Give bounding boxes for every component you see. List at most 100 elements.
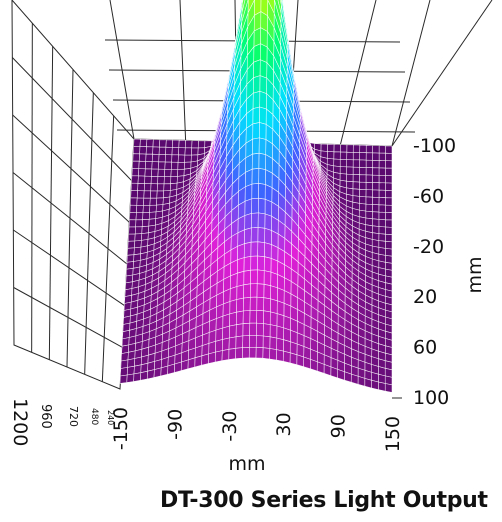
surface-cell bbox=[378, 145, 386, 154]
surface-cell bbox=[126, 373, 135, 383]
x-tick-label: 90 bbox=[328, 414, 350, 438]
surface-cell bbox=[263, 270, 272, 287]
surface-cell bbox=[229, 299, 238, 315]
surface-cell bbox=[150, 183, 158, 192]
surface-cell bbox=[359, 159, 367, 168]
surface-cell bbox=[255, 335, 264, 348]
surface-cell bbox=[262, 323, 271, 338]
surface-cell bbox=[339, 151, 348, 160]
surface-cell bbox=[249, 322, 257, 336]
surface-cell bbox=[250, 227, 259, 243]
chart-title: DT-300 Series Light Output bbox=[160, 488, 488, 513]
surface-cell bbox=[263, 297, 271, 313]
surface-cell bbox=[371, 379, 379, 390]
surface-cell bbox=[184, 161, 192, 170]
surface-cell bbox=[372, 196, 380, 206]
surface-cell bbox=[130, 190, 138, 199]
surface-cell bbox=[359, 203, 367, 212]
surface-cell bbox=[191, 147, 199, 156]
surface-cell bbox=[177, 168, 185, 177]
surface-cell bbox=[146, 139, 154, 148]
surface-cell bbox=[359, 174, 367, 183]
surface-cell bbox=[333, 144, 341, 153]
surface-cell bbox=[259, 90, 267, 110]
surface-cell bbox=[378, 197, 386, 206]
surface-cell bbox=[251, 152, 260, 170]
surface-cell bbox=[378, 160, 386, 169]
z-tick-label: 960 bbox=[38, 404, 53, 429]
surface-cell bbox=[150, 190, 158, 199]
surface-cell bbox=[276, 349, 284, 362]
surface-cell bbox=[263, 283, 271, 300]
surface-cell bbox=[378, 211, 386, 221]
surface-cell bbox=[346, 180, 354, 190]
surface-cell bbox=[250, 241, 259, 257]
surface-cell bbox=[235, 335, 244, 349]
surface-cell bbox=[138, 153, 147, 162]
surface-cell bbox=[130, 182, 139, 191]
surface-cell bbox=[385, 190, 393, 199]
surface-cell bbox=[151, 161, 159, 170]
surface-cell bbox=[127, 240, 136, 249]
surface-cell bbox=[214, 350, 223, 363]
surface-cell bbox=[359, 181, 367, 190]
surface-cell bbox=[153, 367, 162, 378]
surface-cell bbox=[283, 327, 291, 343]
surface-cell bbox=[120, 359, 129, 369]
surface-cell bbox=[197, 140, 206, 149]
surface-cell bbox=[142, 205, 151, 213]
surface-cell bbox=[138, 168, 146, 177]
surface-cell bbox=[251, 167, 260, 185]
surface-cell bbox=[140, 370, 148, 381]
surface-cell bbox=[163, 176, 172, 185]
surface-cell bbox=[201, 353, 209, 366]
x-tick-label: -150 bbox=[110, 407, 132, 450]
surface-cell bbox=[126, 365, 135, 376]
surface-cell bbox=[269, 336, 278, 350]
surface-cell bbox=[378, 233, 386, 242]
surface-cell bbox=[365, 152, 373, 161]
surface-cell bbox=[385, 175, 393, 184]
y-axis-label: mm bbox=[464, 256, 486, 293]
surface-cell bbox=[165, 139, 173, 148]
y-tick-label: -100 bbox=[413, 135, 456, 157]
surface-cell bbox=[163, 190, 171, 199]
surface-cell bbox=[250, 269, 258, 285]
surface-cell bbox=[236, 310, 244, 326]
surface-cell bbox=[276, 300, 285, 317]
surface-cell bbox=[352, 159, 360, 168]
surface-cell bbox=[264, 213, 272, 231]
surface-cell bbox=[365, 174, 373, 183]
surface-cell bbox=[269, 348, 277, 361]
surface-cell bbox=[276, 325, 284, 341]
surface-cell bbox=[372, 225, 380, 234]
surface-cell bbox=[327, 143, 335, 153]
surface-cell bbox=[276, 337, 284, 352]
surface-cell bbox=[242, 335, 250, 348]
surface-cell bbox=[258, 137, 267, 155]
surface-cell bbox=[156, 197, 164, 206]
surface-cell bbox=[222, 313, 231, 329]
surface-cell bbox=[236, 284, 245, 300]
surface-cell bbox=[119, 374, 128, 384]
surface-cell bbox=[264, 198, 273, 217]
surface-cell bbox=[135, 212, 144, 221]
surface-cell bbox=[352, 166, 360, 175]
surface-cell bbox=[378, 226, 386, 235]
surface-cell bbox=[164, 169, 172, 177]
surface-cell bbox=[333, 151, 341, 160]
surface-cell bbox=[372, 182, 380, 191]
surface-cell bbox=[137, 175, 146, 184]
surface-cell bbox=[385, 219, 393, 228]
surface-cell bbox=[131, 175, 139, 184]
surface-cell bbox=[126, 261, 134, 270]
surface-cell bbox=[378, 175, 386, 184]
surface-cell bbox=[194, 355, 203, 368]
surface-cell bbox=[128, 219, 137, 228]
surface-cell bbox=[242, 347, 250, 359]
surface-cell bbox=[159, 139, 167, 148]
surface-cell bbox=[385, 145, 393, 154]
surface-cell bbox=[252, 137, 260, 155]
surface-cell bbox=[289, 352, 298, 366]
